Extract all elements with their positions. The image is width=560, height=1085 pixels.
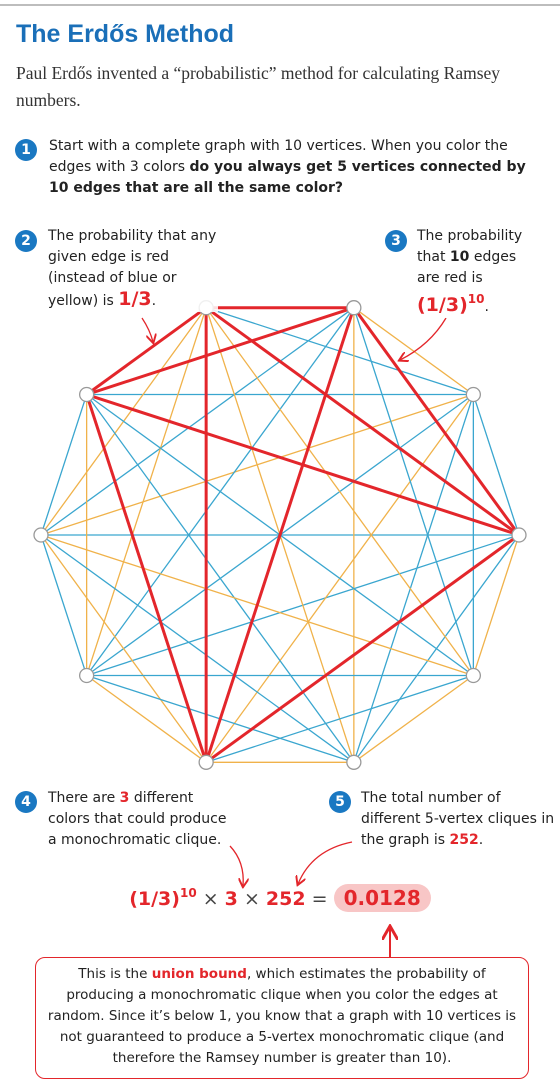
text-run: The total number of different 5-vertex c…: [361, 790, 555, 848]
step-text: Start with a complete graph with 10 vert…: [49, 136, 529, 199]
text-run: .: [478, 832, 484, 848]
text-run: .: [151, 293, 157, 309]
text-run: different colors that could produce a mo…: [48, 790, 227, 848]
top-rule: [0, 4, 560, 6]
text-run: 10: [467, 292, 485, 306]
edge: [40, 307, 355, 536]
vertex: [78, 667, 95, 684]
text-run: .: [484, 299, 489, 315]
subtitle: Paul Erdős invented a “probabilistic” me…: [16, 63, 501, 110]
vertex: [198, 754, 214, 770]
red-edge: [86, 306, 355, 396]
vertex: [465, 386, 482, 403]
text-run: union bound: [151, 966, 247, 982]
step-text: The probability that any given edge is r…: [48, 226, 218, 312]
red-edge: [85, 306, 208, 396]
edge: [40, 394, 88, 536]
red-edge: [352, 306, 521, 536]
edge: [86, 307, 207, 676]
step-badge: 2: [15, 230, 37, 252]
arrow: [298, 841, 353, 884]
vertex: [346, 300, 362, 316]
step-badge: 5: [329, 791, 351, 813]
formula: (1/3)10 × 3 × 252 = 0.0128: [0, 884, 560, 912]
vertex: [33, 527, 49, 543]
edge: [353, 674, 474, 763]
red-edge: [205, 533, 520, 764]
vertex: [465, 667, 482, 684]
step-badge: 1: [15, 139, 37, 161]
edge: [353, 394, 474, 763]
edge: [40, 534, 355, 763]
step-badge: 3: [385, 230, 407, 252]
text-run: ×: [237, 888, 266, 910]
text-run: 3: [119, 790, 130, 806]
text-run: 252: [449, 832, 479, 848]
edge: [472, 534, 520, 676]
red-edge: [85, 394, 208, 763]
text-run: The probability that: [417, 228, 523, 265]
text-run: =: [305, 888, 334, 910]
edges: [40, 306, 521, 764]
title: The Erdős Method: [16, 20, 235, 48]
vertex: [511, 527, 527, 543]
text-run: 10: [179, 886, 197, 900]
text-run: ×: [196, 888, 225, 910]
edge: [353, 307, 474, 396]
text-run: do you always get 5 vertices connected b…: [49, 159, 526, 196]
vertex: [78, 386, 95, 403]
text-run: 1/3: [118, 288, 152, 310]
step-text: The total number of different 5-vertex c…: [361, 788, 556, 851]
text-run: 10: [449, 249, 470, 265]
text-run: Start with a complete graph with 10 vert…: [49, 138, 508, 175]
text-run: edges are red is: [417, 249, 517, 286]
red-edge: [204, 307, 356, 763]
text-run: The probability that any given edge is r…: [48, 228, 217, 309]
edge: [205, 307, 474, 676]
text-run: , which estimates the probability of pro…: [47, 966, 517, 1066]
vertices: [33, 300, 527, 770]
arrow: [141, 317, 153, 342]
edge: [205, 674, 474, 763]
edge: [86, 394, 355, 763]
arrow: [229, 845, 243, 886]
text-run: There are: [48, 790, 120, 806]
vertex: [346, 754, 362, 770]
edge: [40, 534, 207, 763]
red-edge: [205, 306, 520, 537]
text-run: 0.0128: [333, 884, 431, 912]
text-run: 252: [265, 888, 306, 910]
step-text: The probability that 10 edges are red is…: [417, 226, 537, 318]
arrow: [400, 317, 447, 360]
step-badge: 4: [15, 791, 37, 813]
text-run: 3: [224, 888, 238, 910]
edge: [40, 534, 88, 676]
text-run: This is the: [78, 966, 152, 982]
text-run: (1/3): [417, 294, 468, 316]
text-run: (1/3): [129, 888, 180, 910]
edge: [353, 307, 474, 676]
note-box: This is the union bound, which estimates…: [35, 957, 529, 1079]
edge: [86, 674, 207, 763]
edge: [472, 394, 520, 536]
step-text: There are 3 different colors that could …: [48, 788, 228, 851]
